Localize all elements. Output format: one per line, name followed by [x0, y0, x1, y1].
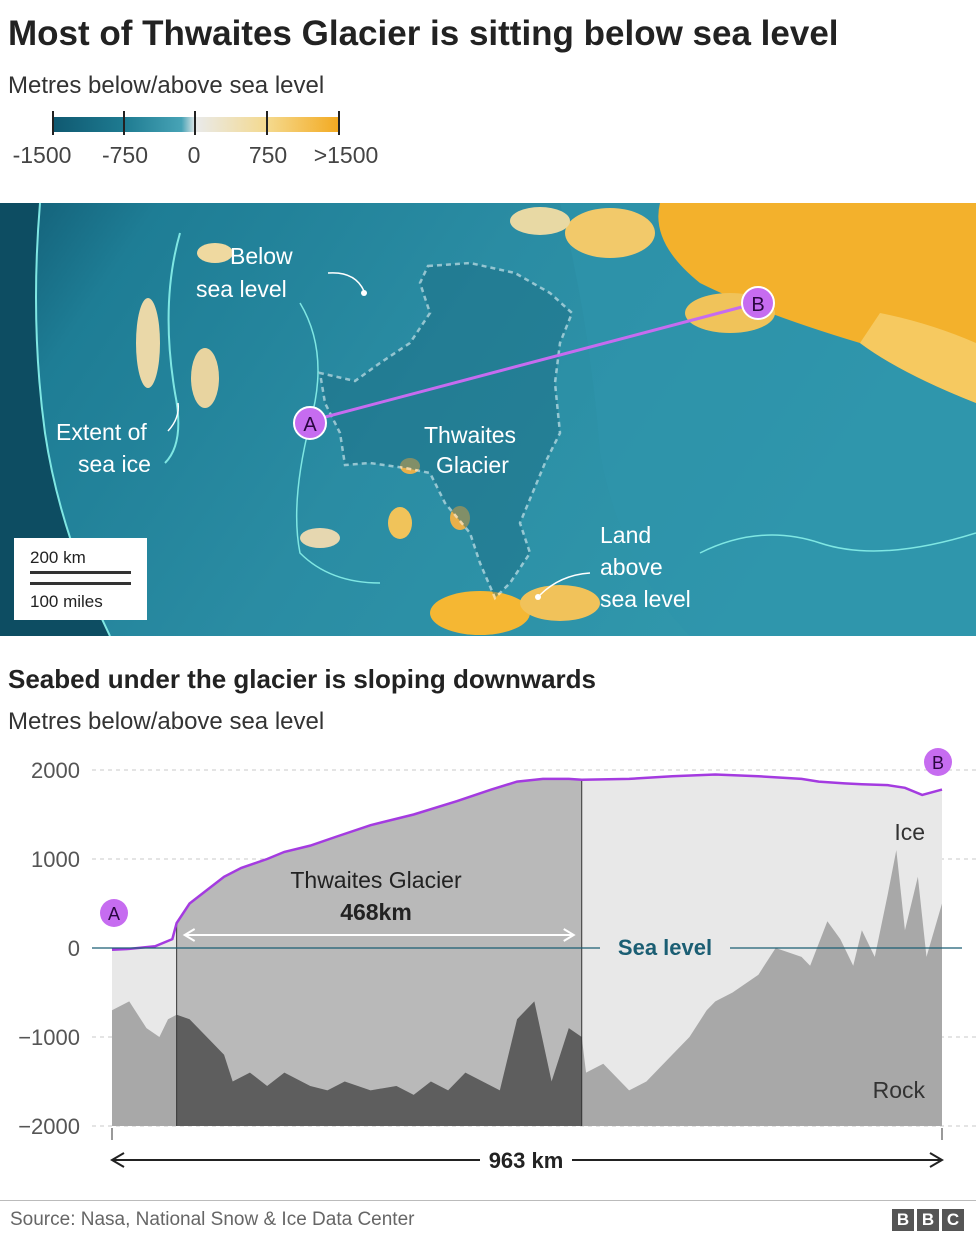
glacier-ice-area: [176, 778, 582, 1126]
label-land-above-2: above: [600, 554, 663, 580]
label-sea-ice-extent-2: sea ice: [78, 451, 151, 477]
sea-ice-extent: [164, 232, 181, 464]
glacier-rock-area: [176, 1001, 582, 1126]
bbc-logo-letter: C: [942, 1209, 964, 1231]
legend-tick: [266, 111, 268, 135]
land-patch: [520, 585, 600, 621]
arrow-head: [563, 928, 576, 942]
bbc-logo-letter: B: [892, 1209, 914, 1231]
y-tick-label: 1000: [31, 847, 80, 872]
chart-title: Seabed under the glacier is sloping down…: [8, 664, 597, 694]
open-ocean: [0, 203, 110, 636]
land-patch: [300, 528, 340, 548]
distance-label: 963 km: [489, 1148, 564, 1173]
page-title: Most of Thwaites Glacier is sitting belo…: [8, 14, 839, 53]
point-a-marker: [293, 406, 327, 440]
chart-ylabel: Metres below/above sea level: [8, 708, 325, 735]
bbc-logo: B B C: [892, 1209, 964, 1231]
elevation-colorbar: [52, 117, 340, 132]
label-below-sea-level: Below: [230, 243, 293, 269]
arrow-head: [110, 1152, 125, 1168]
y-tick-label: 0: [68, 936, 80, 961]
legend-tick: [338, 111, 340, 135]
land-patch: [510, 207, 570, 235]
elevation-profile-chart: 2000 1000 0 −1000 −2000 Sea level Thwaites Gla…: [18, 748, 976, 1173]
land-patch: [388, 507, 412, 539]
label-thwaites-2: Glacier: [436, 452, 509, 478]
y-tick-label: −2000: [18, 1114, 80, 1139]
point-b-marker: [741, 286, 775, 320]
legend-label: 0: [187, 142, 201, 168]
legend-label: -750: [101, 142, 149, 168]
point-b-label: B: [751, 294, 764, 316]
label-land-above-3: sea level: [600, 586, 691, 612]
arrow-head: [182, 928, 196, 942]
glacier-span-length: 468km: [340, 899, 412, 925]
footer-divider: [0, 1200, 976, 1201]
point-a-label: A: [303, 414, 317, 436]
legend-subtitle: Metres below/above sea level: [8, 72, 325, 99]
point-a-marker: [100, 899, 128, 927]
legend-label: -1500: [12, 142, 72, 168]
point-b-marker: [924, 748, 952, 776]
scale-bar-km: [30, 571, 131, 574]
point-b-label: B: [932, 753, 944, 773]
glacier-span-label: Thwaites Glacier: [290, 867, 462, 893]
land-patch: [136, 298, 160, 388]
arrow-head: [929, 1152, 944, 1168]
label-land-above: Land: [600, 522, 651, 548]
label-below-sea-level-2: sea level: [196, 276, 287, 302]
point-a-label: A: [108, 904, 120, 924]
glacier-outline: [318, 261, 574, 601]
legend-label: 750: [248, 142, 288, 168]
bbc-logo-letter: B: [917, 1209, 939, 1231]
land-patch: [565, 208, 655, 258]
legend-tick: [123, 111, 125, 135]
land-patch: [191, 348, 219, 408]
rock-area: [112, 850, 942, 1126]
ice-label: Ice: [894, 819, 925, 845]
transect-line: [309, 301, 758, 423]
land-patch: [430, 591, 530, 635]
label-sea-ice-extent: Extent of: [56, 419, 147, 445]
map-scale: 200 km 100 miles: [14, 538, 147, 620]
scale-bar-miles: [30, 582, 131, 585]
scale-km-label: 200 km: [30, 548, 86, 567]
source-note: Source: Nasa, National Snow & Ice Data C…: [10, 1209, 415, 1230]
legend-label: >1500: [313, 142, 379, 168]
label-thwaites: Thwaites: [424, 422, 516, 448]
land-patch: [197, 243, 233, 263]
scale-miles-label: 100 miles: [30, 592, 103, 611]
y-tick-label: 2000: [31, 758, 80, 783]
legend-tick: [52, 111, 54, 135]
sea-level-label: Sea level: [618, 935, 712, 960]
y-tick-label: −1000: [18, 1025, 80, 1050]
elevation-map: A B Below sea level Extent of sea ice Th…: [0, 203, 976, 636]
legend-tick: [194, 111, 196, 135]
ice-surface-line: [111, 773, 943, 952]
rock-label: Rock: [873, 1077, 926, 1103]
